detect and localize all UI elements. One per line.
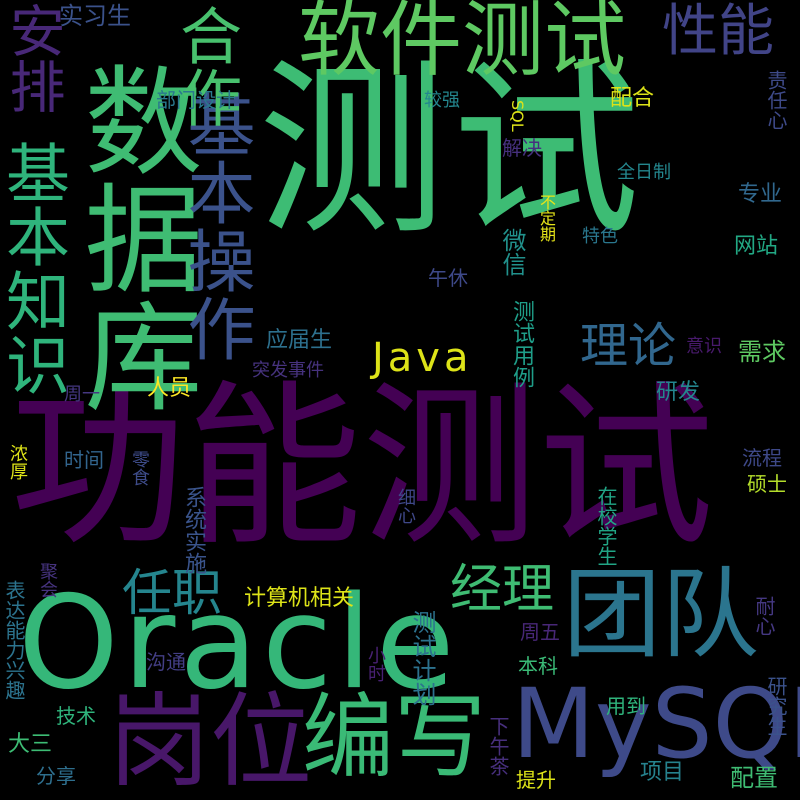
word-jiben-caozuo: 基本操作 <box>175 90 254 362</box>
word-oracle: Oracle <box>18 569 459 718</box>
word-anpai: 安排 <box>0 2 65 114</box>
word-ruanjian-ceshi: 软件测试 <box>298 0 627 88</box>
word-ceshi-jihua: 测试计划 <box>408 610 436 706</box>
word-weixin: 微信 <box>498 228 526 276</box>
word-peihe: 配合 <box>610 86 655 111</box>
word-benke: 本科 <box>518 654 558 678</box>
word-jishu: 技术 <box>56 704 96 728</box>
word-hezuo: 合作 <box>169 4 242 128</box>
word-renyuan: 人员 <box>147 376 192 401</box>
word-shuoshi: 硕士 <box>747 472 787 496</box>
word-bumen-sheji: 部门设计 <box>156 88 236 112</box>
word-gangwei: 岗位 <box>108 683 312 800</box>
word-xitong-shishi: 系统实施 <box>181 486 206 574</box>
word-xingneng: 性能 <box>662 0 774 64</box>
word-zerenxin: 责任心 <box>764 70 788 130</box>
word-jisuanji-xiangguan: 计算机相关 <box>244 586 355 611</box>
word-naixin: 耐心 <box>752 596 776 636</box>
word-buding-qi: 不定期 <box>537 194 556 242</box>
word-zhuanye: 专业 <box>738 182 783 207</box>
word-tuandui: 团队 <box>563 558 760 672</box>
word-biaoda-nengli: 表达能力兴趣 <box>2 580 26 700</box>
word-peizhi: 配置 <box>730 764 778 792</box>
word-zaixiao-xuesheng: 在校学生 <box>594 486 618 566</box>
word-shixisheng: 实习生 <box>59 2 131 30</box>
word-jiaoqiang: 较强 <box>424 90 460 111</box>
word-xixin: 细心 <box>395 488 416 524</box>
word-quanrizhi: 全日制 <box>617 162 671 183</box>
word-ceshi-yongli: 测试用例 <box>509 300 534 388</box>
word-jiejue: 解决 <box>502 136 542 160</box>
word-xuqiu: 需求 <box>738 338 786 366</box>
word-gongneng-ceshi: 功能测试 <box>10 365 715 570</box>
word-jiben-zhishi: 基本知识 <box>0 140 69 396</box>
word-fenxiang: 分享 <box>36 764 76 788</box>
word-lilun: 理论 <box>580 318 677 374</box>
word-renzhi: 任职 <box>122 564 222 622</box>
word-liucheng: 流程 <box>742 446 782 470</box>
word-xiawucha: 下午茶 <box>486 716 510 776</box>
word-goutong: 沟通 <box>146 650 186 674</box>
word-juhui: 聚会 <box>37 562 58 598</box>
word-tufa-shijian: 突发事件 <box>252 360 324 381</box>
word-zhouyi: 周一 <box>64 384 100 405</box>
word-xiangmu: 项目 <box>640 760 685 785</box>
word-yingjiesheng: 应届生 <box>266 328 333 353</box>
word-wuxiu: 午休 <box>428 266 468 290</box>
word-zhouwu: 周五 <box>520 620 560 644</box>
word-yongdao: 用到 <box>606 694 646 718</box>
word-java: Java <box>372 335 473 381</box>
word-bianxie: 编写 <box>302 684 487 791</box>
word-yanjiusheng: 研究生 <box>764 676 788 736</box>
word-tisheng: 提升 <box>516 768 556 792</box>
word-wangzhan: 网站 <box>734 234 779 259</box>
word-nonghou: 浓厚 <box>7 444 28 480</box>
word-sql: SQL <box>508 100 527 132</box>
word-xiaoshi: 小时 <box>365 646 386 682</box>
word-yanfa: 研发 <box>656 380 701 405</box>
word-tese: 特色 <box>582 226 618 247</box>
word-shujuku: 数据库 <box>64 60 202 414</box>
word-jingli: 经理 <box>450 560 555 620</box>
word-mysql: MySQL <box>512 668 800 780</box>
word-ceshi: 测试 <box>258 42 646 261</box>
word-dasan: 大三 <box>8 732 53 757</box>
word-yishi: 意识 <box>686 336 722 357</box>
word-shijian: 时间 <box>64 448 104 472</box>
word-lingshi: 零食 <box>129 450 150 486</box>
